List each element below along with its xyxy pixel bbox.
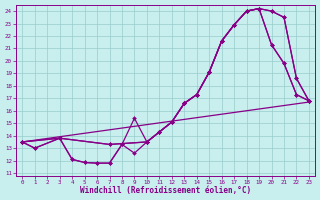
X-axis label: Windchill (Refroidissement éolien,°C): Windchill (Refroidissement éolien,°C) [80, 186, 251, 195]
